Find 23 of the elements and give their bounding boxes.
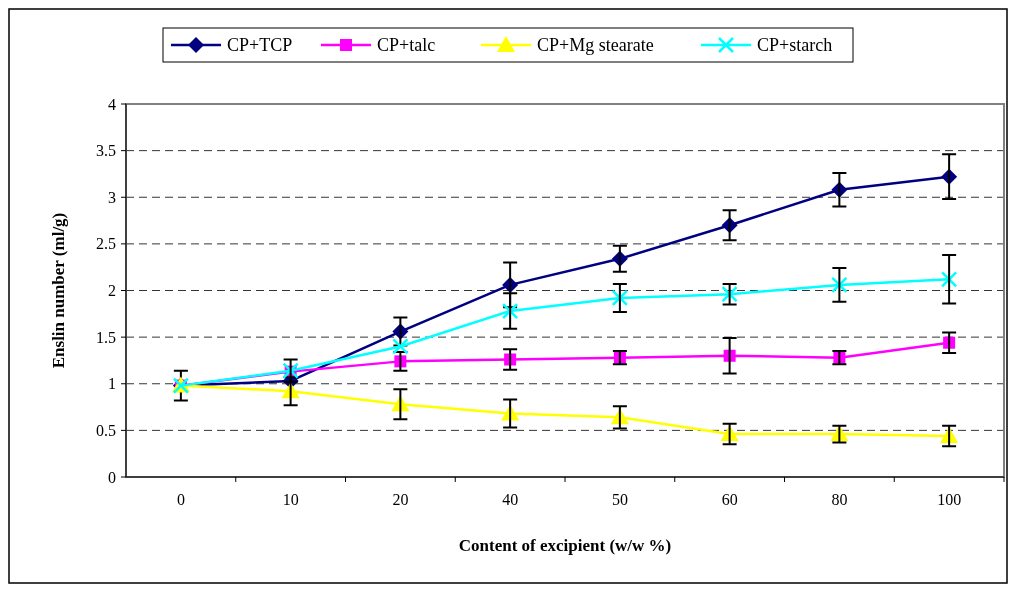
y-tick-label: 0 <box>108 468 116 486</box>
x-tick-label: 60 <box>721 491 738 508</box>
y-tick-label: 4 <box>108 95 116 113</box>
y-tick-label: 1.5 <box>96 328 116 346</box>
x-axis-title: Content of excipient (w/w %) <box>458 536 672 555</box>
legend-label: CP+talc <box>377 35 436 56</box>
x-tick-label: 10 <box>282 491 299 508</box>
legend-label: CP+TCP <box>227 35 293 56</box>
x-tick-label: 100 <box>937 491 962 508</box>
x-tick-label: 80 <box>831 491 848 508</box>
legend-label: CP+starch <box>757 35 833 56</box>
y-tick-label: 2 <box>108 282 116 300</box>
y-tick-label: 2.5 <box>96 235 116 253</box>
y-axis-title: Enslin number (ml/g) <box>49 212 68 369</box>
x-tick-label: 50 <box>611 491 628 508</box>
y-tick-label: 3 <box>108 188 116 206</box>
y-tick-label: 1 <box>108 375 116 393</box>
y-tick-label: 0.5 <box>96 421 116 439</box>
x-tick-label: 0 <box>176 491 185 508</box>
y-tick-label: 3.5 <box>96 142 116 160</box>
legend-label: CP+Mg stearate <box>537 35 654 56</box>
x-tick-label: 40 <box>502 491 519 508</box>
x-tick-label: 20 <box>392 491 409 508</box>
